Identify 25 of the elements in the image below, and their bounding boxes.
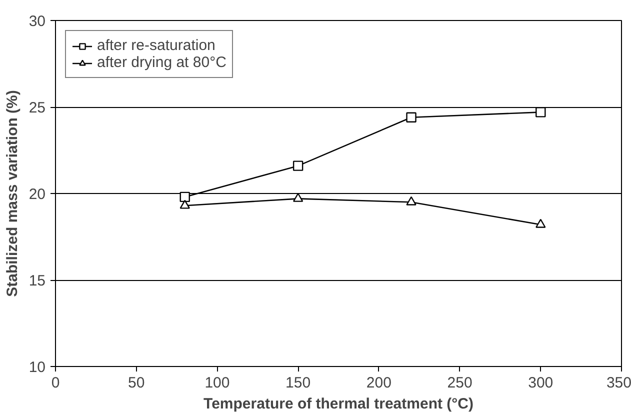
y-tick-label: 25 <box>28 100 46 116</box>
legend-label: after drying at 80°C <box>97 54 226 71</box>
point <box>406 196 416 206</box>
point <box>180 192 190 202</box>
x-tick-label: 100 <box>204 374 230 392</box>
point <box>536 107 546 118</box>
y-tick-label: 15 <box>28 272 46 290</box>
y-axis-title: Stabilized mass variation (%) <box>4 90 21 297</box>
x-tick-label: 150 <box>286 374 311 392</box>
point <box>536 218 546 228</box>
x-tick-label: 50 <box>128 374 145 392</box>
y-tick-label: 20 <box>28 186 46 203</box>
point <box>180 200 190 209</box>
y-tick-label: 30 <box>28 13 46 30</box>
point <box>406 112 416 122</box>
x-tick-label: 300 <box>528 374 554 392</box>
x-tick-label: 350 <box>606 374 631 392</box>
point <box>292 192 304 202</box>
x-tick-label: 250 <box>447 374 472 392</box>
x-tick-label: 0 <box>51 374 60 392</box>
point <box>292 160 304 171</box>
y-tick-label: 10 <box>28 359 46 376</box>
legend-label: after re-saturation <box>97 37 216 54</box>
x-axis-title: Temperature of thermal treatment (°C) <box>204 396 474 412</box>
x-tick-label: 200 <box>366 374 392 392</box>
